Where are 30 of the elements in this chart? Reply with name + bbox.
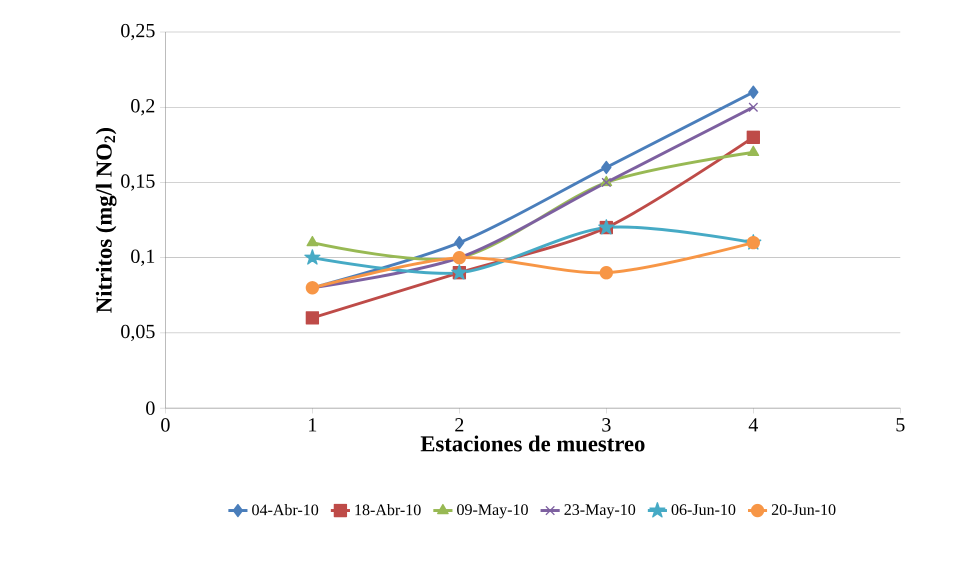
point <box>748 102 758 112</box>
point <box>306 236 318 246</box>
point <box>306 311 320 324</box>
x-tick-label: 2 <box>455 418 464 432</box>
x-tick-label: 1 <box>309 418 316 432</box>
x-axis-title: Estaciones de muestreo <box>420 435 645 452</box>
y-tick-label: 0,15 <box>121 174 155 191</box>
point <box>746 130 760 144</box>
legend-label: 18-Abr-10 <box>355 504 421 516</box>
x-tick-label: 5 <box>896 418 905 432</box>
x-tick-label: 4 <box>748 418 758 432</box>
point <box>454 236 465 250</box>
point <box>600 266 614 280</box>
point <box>304 249 320 265</box>
legend-label: 09-May-10 <box>457 504 528 518</box>
x-tick-label: 0 <box>161 418 170 432</box>
y-axis-title: Nitritos (mg/l NO$_{2}$) <box>96 128 117 313</box>
point <box>748 85 758 99</box>
legend-label: 20-Jun-10 <box>772 504 836 515</box>
y-tick-label: 0,2 <box>131 98 154 116</box>
y-tick-label: 0 <box>146 401 155 415</box>
x-tick-label: 3 <box>602 418 611 432</box>
legend-label: 04-Abr-10 <box>252 504 318 516</box>
legend-label: 06-Jun-10 <box>672 504 736 515</box>
y-tick-label: 0,1 <box>131 249 154 266</box>
legend-label: 23-May-10 <box>564 504 636 518</box>
point <box>747 146 760 156</box>
y-tick-label: 0,05 <box>121 324 155 342</box>
y-tick-label: 0,25 <box>121 24 155 40</box>
point <box>601 160 612 174</box>
